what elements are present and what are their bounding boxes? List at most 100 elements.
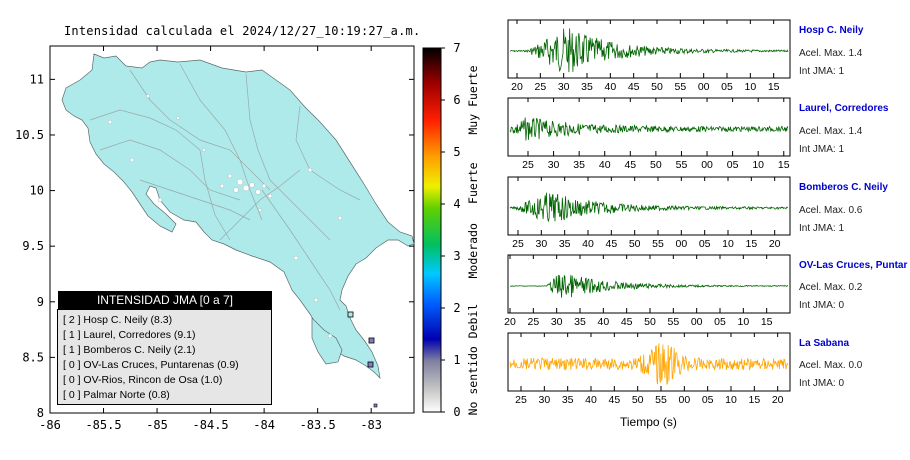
seismogram-tick-label: 45 (605, 238, 617, 250)
colorbar-tick-label: 0 (453, 405, 460, 419)
legend-item: [ 0 ] Palmar Norte (0.8) (63, 389, 170, 401)
seismogram-tick-label: 35 (559, 238, 571, 250)
seismogram-frame (507, 97, 791, 157)
seismogram-tick-label: 45 (621, 316, 633, 328)
legend-item: [ 1 ] Laurel, Corredores (9.1) (63, 329, 196, 341)
intensity-legend: [ 2 ] Hosp C. Neily (8.3) [ 1 ] Laurel, … (57, 309, 272, 405)
seismogram-tick-label: 40 (604, 81, 616, 93)
seismogram-tick-label: 00 (698, 81, 710, 93)
seismogram-tick-label: 30 (551, 316, 563, 328)
seismogram-tick-label: 35 (562, 394, 574, 406)
seismogram-trace (509, 343, 789, 386)
station-accel: Acel. Max. 0.2 (799, 282, 863, 293)
colorbar-category-label: Muy Fuerte (466, 65, 480, 134)
seismogram-tick-label: 40 (585, 394, 597, 406)
colorbar-tick-label: 4 (453, 197, 460, 211)
seismogram-tick-label: 30 (535, 238, 547, 250)
seismogram-tick-label: 55 (667, 316, 679, 328)
map-x-tick-label: -83.5 (300, 418, 336, 432)
seismogram-tick-label: 10 (752, 159, 764, 171)
seismogram-tick-label: 35 (574, 316, 586, 328)
seismogram-trace (509, 274, 789, 298)
colorbar-tick-label: 6 (453, 93, 460, 107)
colorbar-gradient (422, 47, 442, 413)
station-name: Hosp C. Neily (799, 25, 864, 36)
x-axis-label: Tiempo (s) (620, 415, 677, 429)
seismogram-tick-label: 15 (748, 394, 760, 406)
osa-peninsula (311, 317, 343, 365)
seismogram-tick-label: 05 (699, 238, 711, 250)
map-y-tick-label: 9 (37, 295, 44, 309)
intensity-colorbar: 0 1 2 3 4 5 6 7 No sentido Debil Moderado Fuerte Muy… (422, 41, 480, 419)
seismogram-trace (509, 192, 789, 222)
seismogram-tick-label: 10 (725, 394, 737, 406)
colorbar-category-label: Fuerte (466, 162, 480, 204)
legend-header: INTENSIDAD JMA [0 a 7] (58, 291, 272, 309)
station-accel: Acel. Max. 1.4 (799, 48, 863, 59)
seismogram-tick-label: 40 (599, 159, 611, 171)
colorbar-category-label: No sentido (466, 346, 480, 415)
seismogram-tick-label: 25 (515, 394, 527, 406)
station-marker-palmar-norte (347, 311, 354, 318)
station-marker-laurel (367, 361, 374, 368)
seismogram-tick-label: 25 (522, 159, 534, 171)
seismogram-tick-label: 25 (512, 238, 524, 250)
station-name: Laurel, Corredores (799, 103, 889, 114)
seismogram-tick-label: 35 (581, 81, 593, 93)
map-x-tick-label: -84.5 (193, 418, 229, 432)
map-y-tick-label: 8.5 (22, 350, 44, 364)
legend-item: [ 0 ] OV-Rios, Rincon de Osa (1.0) (63, 374, 223, 386)
station-marker-c-neily (368, 337, 375, 344)
seismogram-tick-label: 10 (737, 316, 749, 328)
colorbar-tick-label: 2 (453, 301, 460, 315)
seismogram-tick-label: 40 (582, 238, 594, 250)
seismogram-tick-label: 55 (676, 159, 688, 171)
seismogram-tick-label: 05 (702, 394, 714, 406)
seismogram-tick-label: 00 (691, 316, 703, 328)
map-y-tick-label: 10.5 (15, 128, 44, 142)
seismogram-tick-label: 00 (701, 159, 713, 171)
seismogram-tick-label: 45 (628, 81, 640, 93)
station-accel: Acel. Max. 1.4 (799, 126, 863, 137)
seismogram-tick-label: 55 (655, 394, 667, 406)
colorbar-tick-label: 3 (453, 249, 460, 263)
station-name: Bomberos C. Neily (799, 182, 888, 193)
seismogram-tick-label: 50 (644, 316, 656, 328)
seismogram-tick-label: 50 (632, 394, 644, 406)
map-title: Intensidad calculada el 2024/12/27_10:19… (64, 24, 421, 38)
station-accel: Acel. Max. 0.0 (799, 360, 863, 371)
seismogram-tick-label: 45 (624, 159, 636, 171)
seismogram-tick-label: 15 (761, 316, 773, 328)
map-x-tick-label: -85.5 (85, 418, 121, 432)
legend-item: [ 1 ] Bomberos C. Neily (2.1) (63, 344, 196, 356)
costa-rica-land (61, 53, 415, 380)
seismogram-tick-label: 25 (527, 316, 539, 328)
colorbar-category-label: Moderado (466, 223, 480, 278)
map-y-tick-label: 10 (30, 184, 44, 198)
station-jma: Int JMA: 1 (799, 144, 845, 155)
settlement-dots (107, 94, 343, 339)
station-name: OV-Las Cruces, Puntar (799, 260, 908, 271)
station-jma: Int JMA: 0 (799, 378, 845, 389)
seismogram-tick-label: 25 (534, 81, 546, 93)
map-y-tick-label: 8 (37, 406, 44, 420)
colorbar-category-label: Debil (466, 304, 480, 339)
seismogram-tick-label: 35 (573, 159, 585, 171)
map-x-tick-label: -83 (360, 418, 382, 432)
map-x-tick-label: -84 (253, 418, 275, 432)
seismogram-tick-label: 15 (768, 81, 780, 93)
station-jma: Int JMA: 1 (799, 223, 845, 234)
seismogram-tick-label: 50 (629, 238, 641, 250)
seismogram-tick-label: 10 (722, 238, 734, 250)
station-jma: Int JMA: 0 (799, 300, 845, 311)
seismogram-tick-label: 15 (778, 159, 790, 171)
seismogram-trace (509, 28, 789, 73)
station-accel: Acel. Max. 0.6 (799, 205, 863, 216)
map-x-tick-label: -86 (39, 418, 61, 432)
seismogram-tick-label: 00 (675, 238, 687, 250)
map-y-tick-label: 9.5 (22, 239, 44, 253)
colorbar-tick-label: 5 (453, 145, 460, 159)
seismogram-tick-label: 30 (538, 394, 550, 406)
seismogram-tick-label: 40 (597, 316, 609, 328)
